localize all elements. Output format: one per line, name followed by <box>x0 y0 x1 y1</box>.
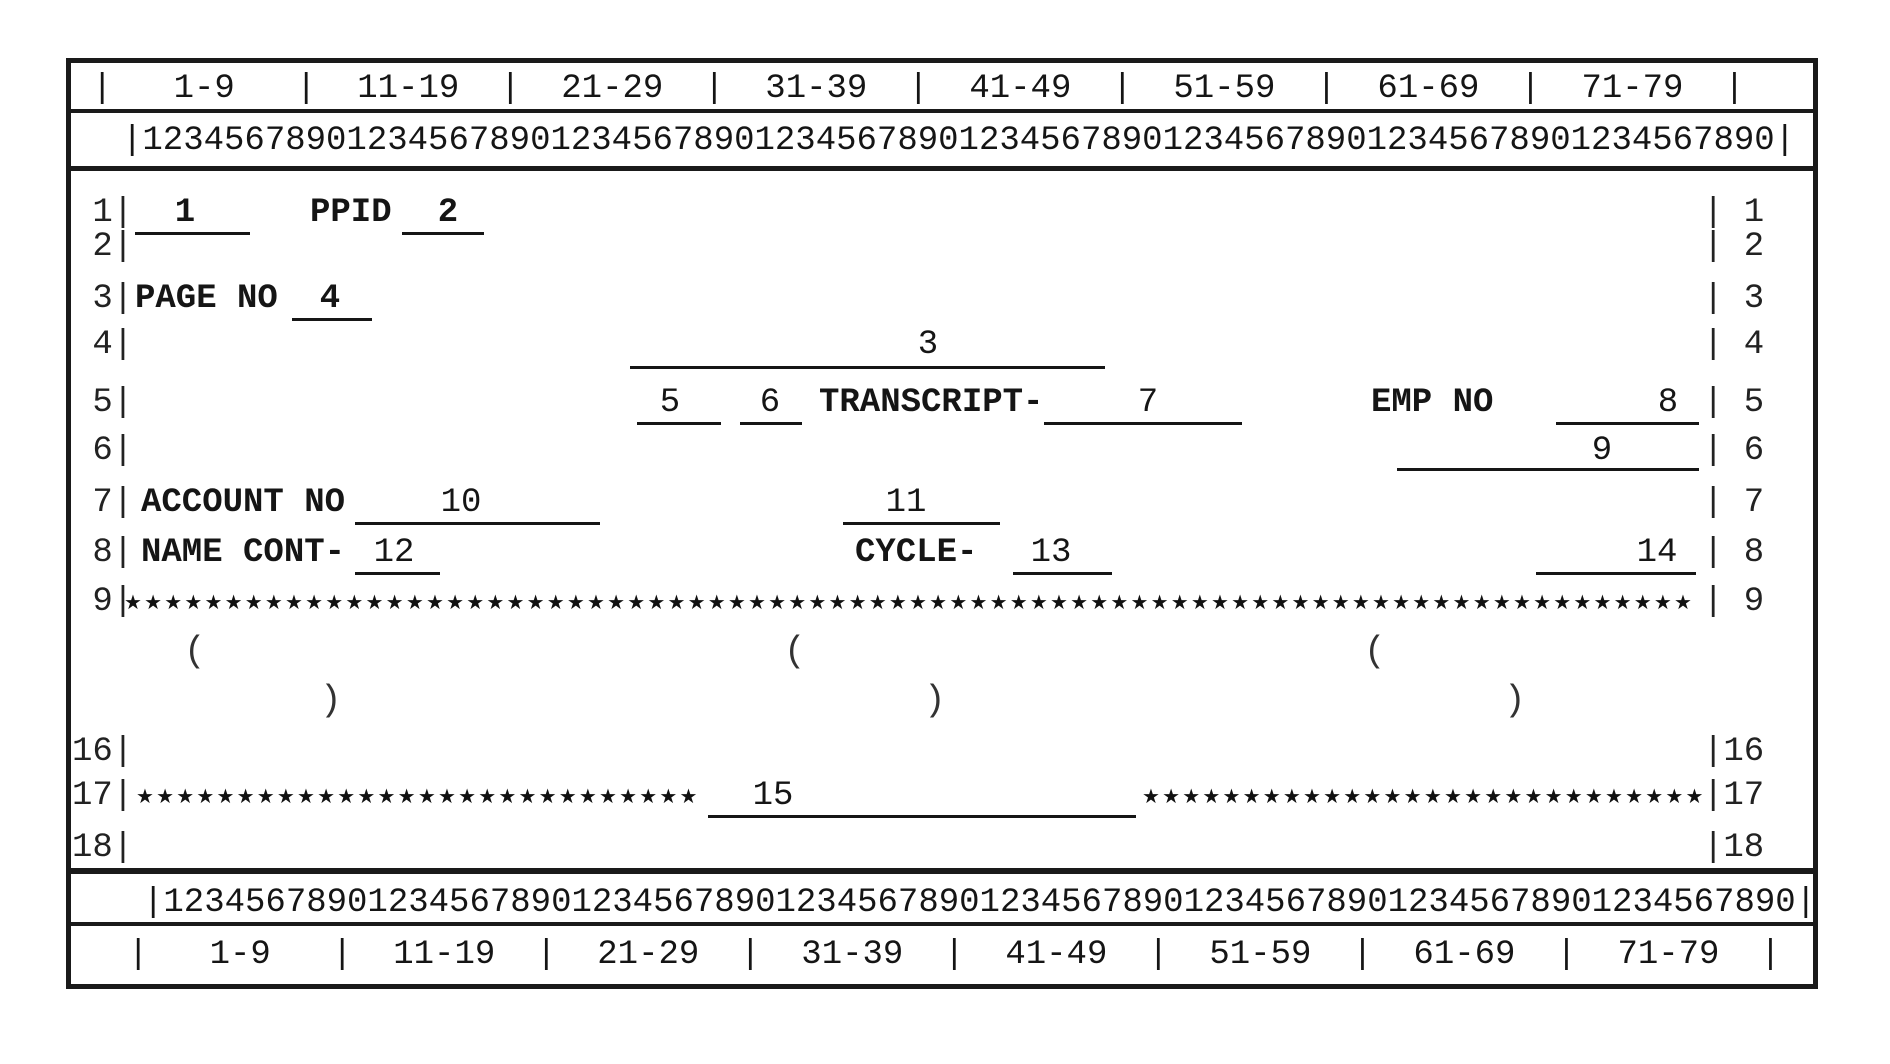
separator-line-bottom-header <box>70 922 1818 926</box>
field-10-underline <box>355 522 600 525</box>
row-label-left-7: 7| <box>72 484 134 522</box>
field-12-underline <box>355 572 440 575</box>
label-account-no: ACCOUNT NO <box>141 484 346 522</box>
field-4-number: 4 <box>319 280 341 318</box>
field-5-underline <box>637 422 721 425</box>
label-name-cont: NAME CONT- <box>141 534 346 572</box>
separator-line-bottom-ruler <box>70 868 1818 874</box>
field-14-number: 14 <box>1636 534 1678 572</box>
stars-row-17-right: ★★★★★★★★★★★★★★★★★★★★★★★★★★★★ <box>1142 784 1706 808</box>
field-6-number: 6 <box>759 384 781 422</box>
row-label-right-8: | 8 <box>1703 534 1765 572</box>
label-ppid: PPID <box>310 194 392 232</box>
field-7-number: 7 <box>1137 384 1159 422</box>
stars-row-9: ★★★★★★★★★★★★★★★★★★★★★★★★★★★★★★★★★★★★★★★★… <box>124 590 1695 614</box>
row-label-right-17: |17 <box>1703 777 1765 815</box>
separator-line-top-header <box>70 109 1818 113</box>
column-ranges-header-bottom: | 1-9 | 11-19 | 21-29 | 31-39 | 41-49 | … <box>128 936 1781 974</box>
field-12-number: 12 <box>373 534 415 572</box>
row-label-right-6: | 6 <box>1703 432 1765 470</box>
column-ranges-header-top: | 1-9 | 11-19 | 21-29 | 31-39 | 41-49 | … <box>92 70 1745 108</box>
field-8-underline <box>1556 422 1699 425</box>
label-page-no: PAGE NO <box>135 280 278 318</box>
form-border-box <box>66 58 1818 989</box>
row-label-left-9: 9| <box>72 583 134 621</box>
row-label-left-16: 16| <box>72 733 134 771</box>
field-4-underline <box>292 318 372 321</box>
row-label-right-7: | 7 <box>1703 484 1765 522</box>
row-label-right-5: | 5 <box>1703 384 1765 422</box>
field-2-number: 2 <box>437 194 459 232</box>
field-15-underline <box>708 815 1136 818</box>
row-label-left-4: 4| <box>72 326 134 364</box>
close-paren-3: ) <box>1504 680 1526 721</box>
column-ruler-bottom: |123456789012345678901234567890123456789… <box>143 884 1817 922</box>
row-label-left-18: 18| <box>72 829 134 867</box>
row-label-left-17: 17| <box>72 777 134 815</box>
row-label-left-5: 5| <box>72 384 134 422</box>
row-label-right-2: | 2 <box>1703 228 1765 266</box>
row-label-left-2: 2| <box>72 228 134 266</box>
row-label-right-18: |18 <box>1703 829 1765 867</box>
row-label-right-3: | 3 <box>1703 280 1765 318</box>
field-3-underline <box>630 366 1105 369</box>
row-label-right-9: | 9 <box>1703 583 1765 621</box>
label-transcript: TRANSCRIPT- <box>819 384 1044 422</box>
field-11-number: 11 <box>885 484 927 522</box>
separator-line-top-ruler <box>70 166 1818 171</box>
field-13-number: 13 <box>1030 534 1072 572</box>
field-2-underline <box>402 232 484 235</box>
label-emp-no: EMP NO <box>1371 384 1494 422</box>
field-11-underline <box>843 522 1000 525</box>
row-label-left-3: 3| <box>72 280 134 318</box>
field-9-underline <box>1397 468 1699 471</box>
field-10-number: 10 <box>440 484 482 522</box>
row-label-left-6: 6| <box>72 432 134 470</box>
row-label-right-4: | 4 <box>1703 326 1765 364</box>
open-paren-2: ( <box>784 631 806 672</box>
row-label-left-1: 1| <box>72 194 134 232</box>
open-paren-1: ( <box>184 631 206 672</box>
column-ruler-top: |123456789012345678901234567890123456789… <box>122 122 1796 160</box>
field-1-number: 1 <box>174 194 196 232</box>
field-6-underline <box>740 422 802 425</box>
stars-row-17-left: ★★★★★★★★★★★★★★★★★★★★★★★★★★★★ <box>136 784 700 808</box>
open-paren-3: ( <box>1364 631 1386 672</box>
field-5-number: 5 <box>659 384 681 422</box>
field-9-number: 9 <box>1591 432 1613 470</box>
row-label-right-16: |16 <box>1703 733 1765 771</box>
field-7-underline <box>1044 422 1242 425</box>
field-15-number: 15 <box>752 777 794 815</box>
field-3-number: 3 <box>917 326 939 364</box>
field-14-underline <box>1536 572 1696 575</box>
close-paren-1: ) <box>320 680 342 721</box>
label-cycle: CYCLE- <box>855 534 978 572</box>
field-8-number: 8 <box>1657 384 1679 422</box>
field-1-underline <box>135 232 250 235</box>
row-label-right-1: | 1 <box>1703 194 1765 232</box>
field-13-underline <box>1013 572 1112 575</box>
close-paren-2: ) <box>924 680 946 721</box>
row-label-left-8: 8| <box>72 534 134 572</box>
